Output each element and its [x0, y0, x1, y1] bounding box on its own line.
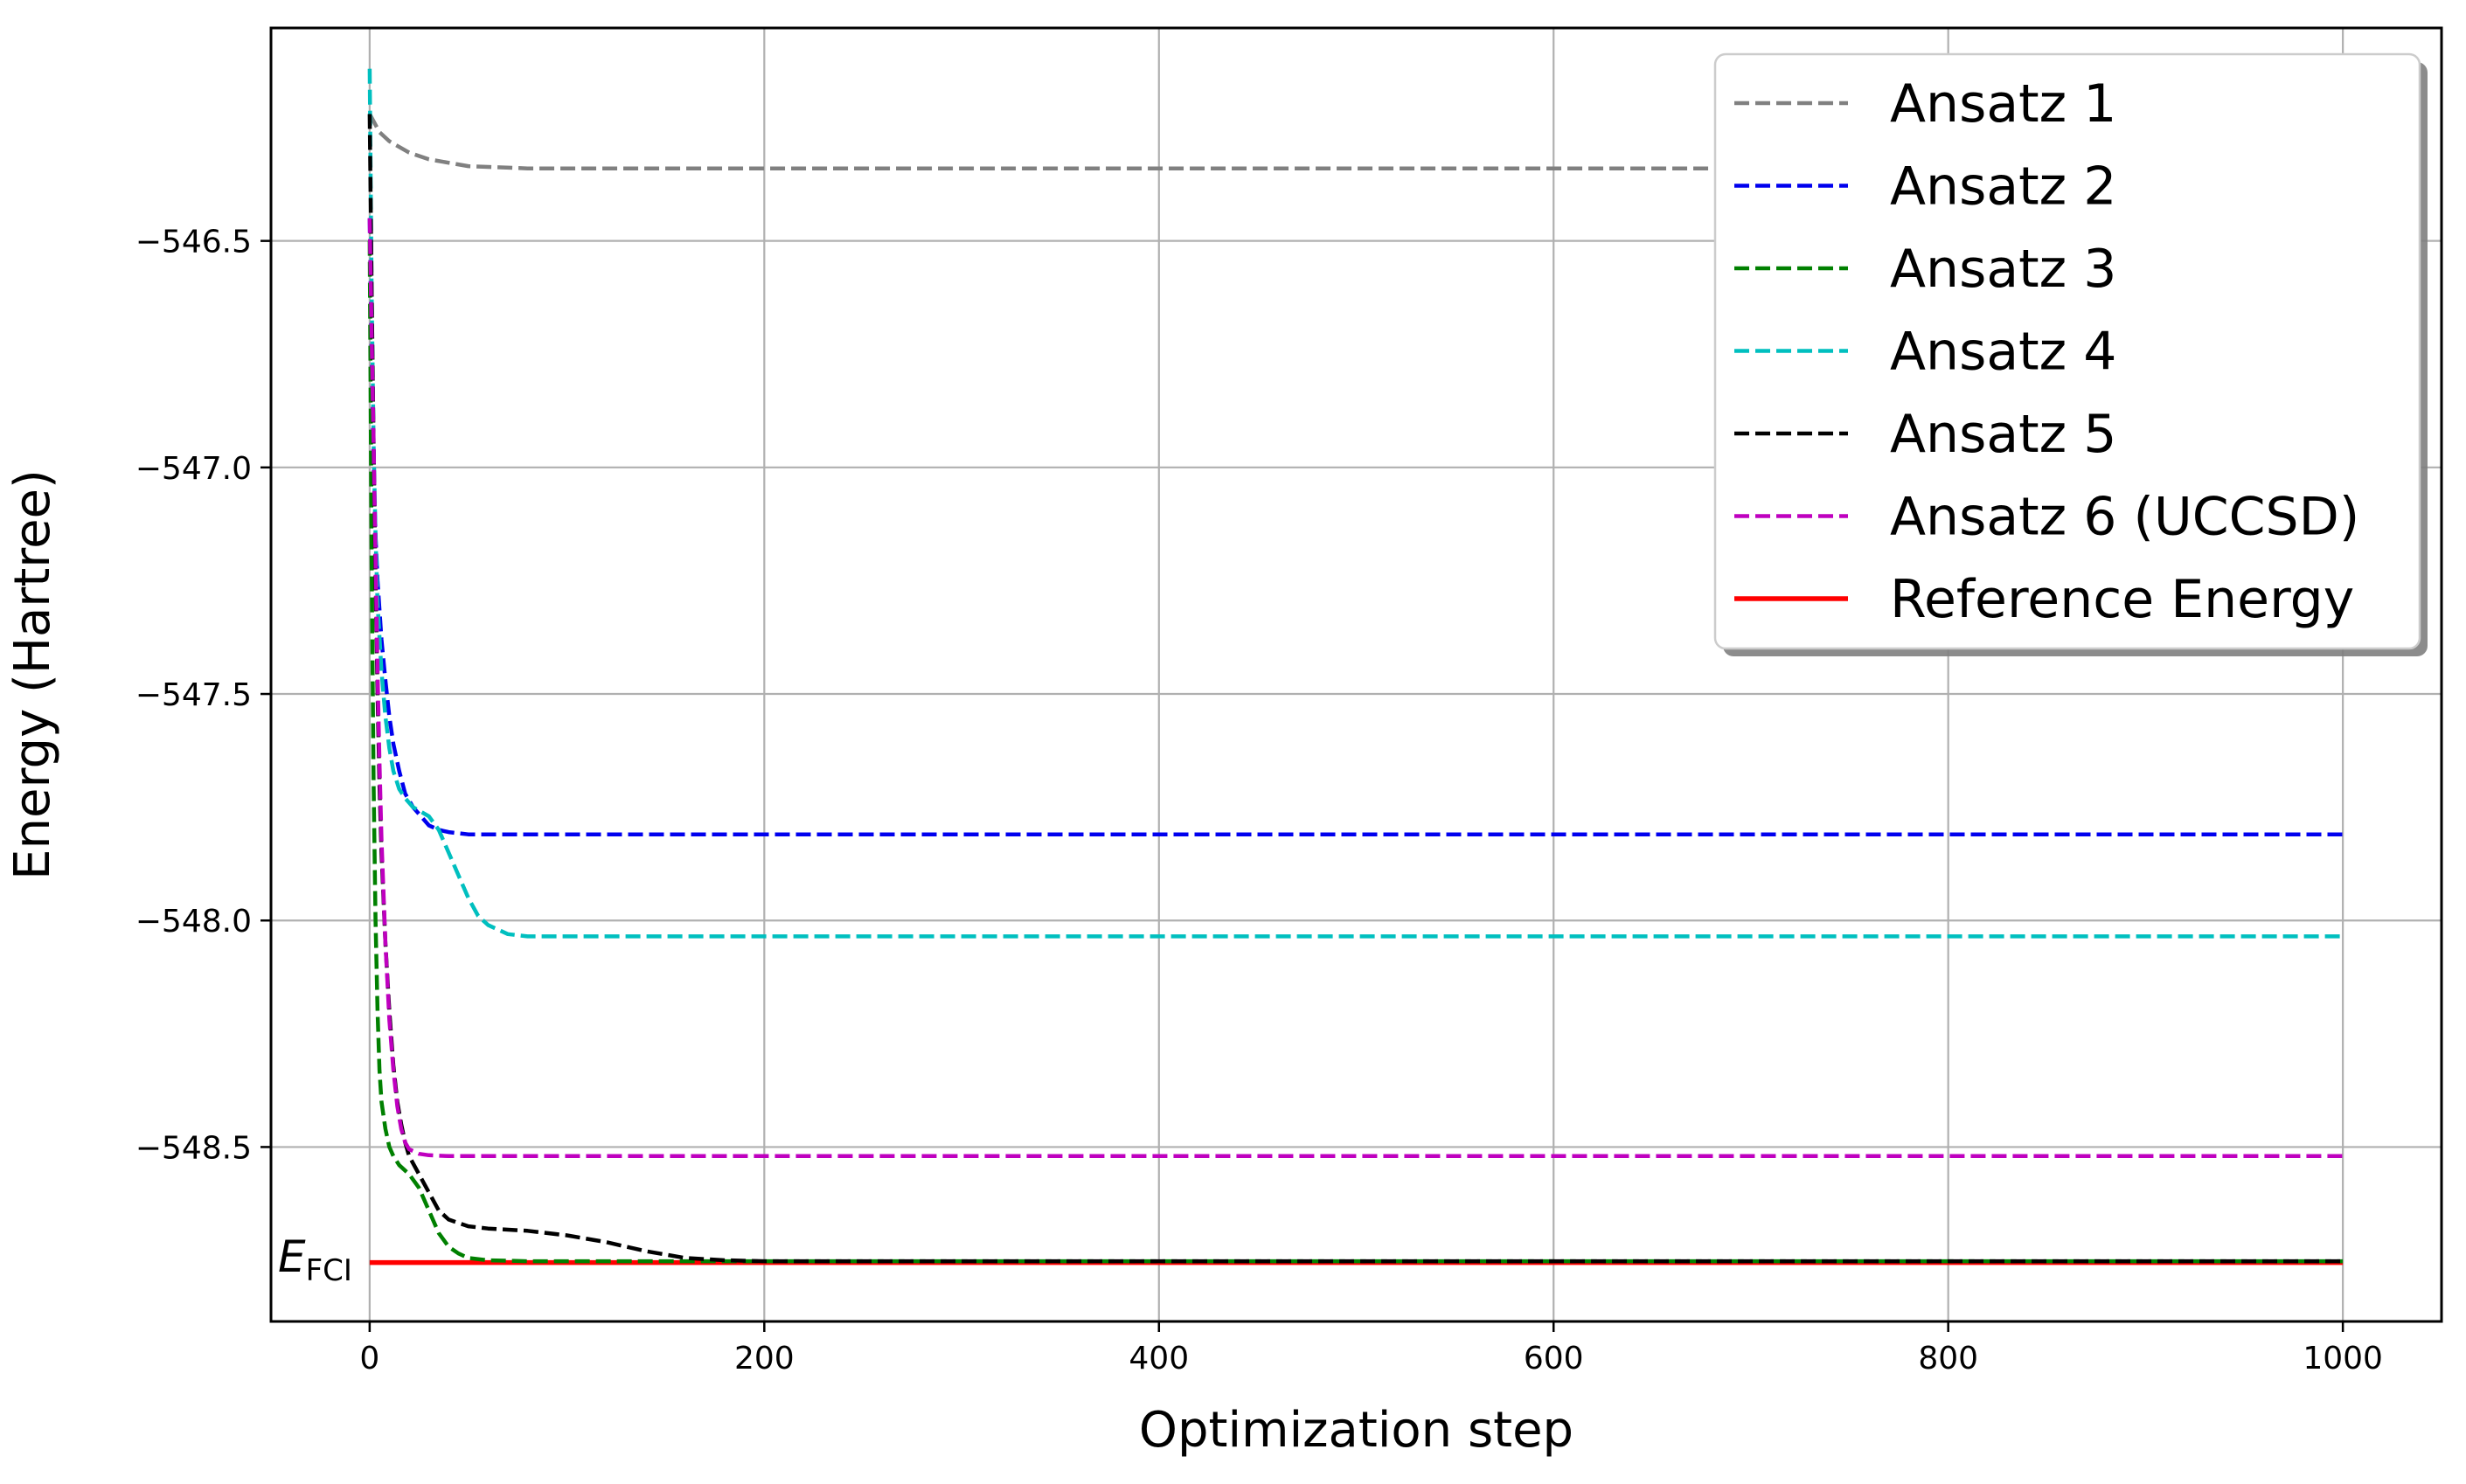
y-tick-label: −547.0: [135, 451, 252, 487]
legend-item: Ansatz 6 (UCCSD): [1734, 487, 2359, 548]
x-tick-label: 200: [734, 1341, 795, 1377]
legend-label: Ansatz 3: [1890, 239, 2116, 300]
x-axis: 0 200 400 600 800 1000: [359, 1321, 2383, 1377]
legend-label: Ansatz 2: [1890, 156, 2116, 218]
x-tick-label: 400: [1129, 1341, 1189, 1377]
series-line-ansatz-1: [367, 113, 2344, 170]
legend: Ansatz 1 Ansatz 2 Ansatz 3 Ansatz 4 Ansatz 5…: [1713, 52, 2428, 656]
series-line-ansatz-4: [367, 68, 2344, 939]
x-tick-label: 800: [1918, 1341, 1978, 1377]
legend-label: Ansatz 6 (UCCSD): [1890, 487, 2359, 548]
x-axis-label: Optimization step: [1139, 1402, 1573, 1459]
y-tick-label: −548.5: [135, 1130, 252, 1166]
efci-annotation-symbol: E: [278, 1231, 306, 1282]
legend-item: Ansatz 5: [1734, 404, 2116, 465]
legend-item: Ansatz 4: [1734, 322, 2116, 383]
legend-box: [1713, 52, 2421, 650]
legend-label: Ansatz 4: [1890, 322, 2116, 383]
y-tick-label: −547.5: [135, 677, 252, 713]
efci-annotation: EFCI: [278, 1231, 352, 1288]
series-layer: [367, 68, 2344, 1266]
x-tick-label: 1000: [2303, 1341, 2383, 1377]
y-tick-label: −546.5: [135, 225, 252, 260]
legend-label: Ansatz 1: [1890, 73, 2116, 135]
legend-item: Reference Energy: [1734, 569, 2354, 630]
plot-frame: [269, 26, 2443, 1323]
legend-item: Ansatz 3: [1734, 239, 2116, 300]
y-tick-label: −548.0: [135, 904, 252, 940]
legend-label: Reference Energy: [1890, 569, 2354, 630]
legend-item: Ansatz 1: [1734, 73, 2116, 135]
legend-item: Ansatz 2: [1734, 156, 2116, 218]
efci-annotation-subscript: FCI: [306, 1253, 352, 1288]
y-axis: −546.5 −547.0 −547.5 −548.0 −548.5: [135, 225, 271, 1166]
legend-label: Ansatz 5: [1890, 404, 2116, 465]
series-line-ansatz-6-uccsd: [367, 218, 2344, 1159]
x-tick-label: 0: [359, 1341, 379, 1377]
x-tick-label: 600: [1524, 1341, 1584, 1377]
y-axis-label: Energy (Hartree): [4, 469, 61, 880]
